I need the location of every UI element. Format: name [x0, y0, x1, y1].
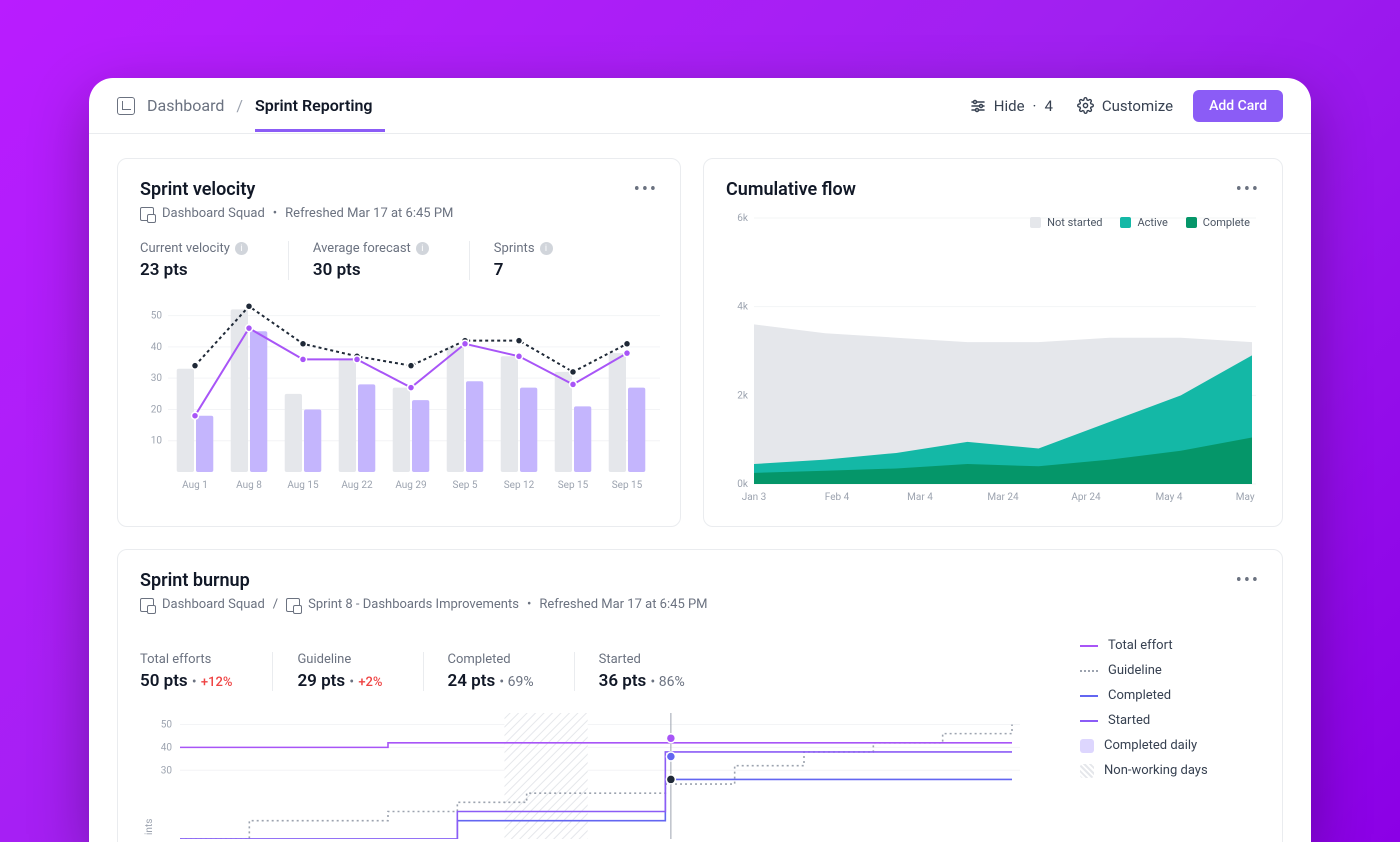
svg-text:Sep 15: Sep 15: [612, 480, 643, 491]
svg-text:Mar 24: Mar 24: [987, 492, 1019, 503]
sprint-icon: [286, 598, 300, 612]
team-icon: [140, 598, 154, 612]
svg-text:10: 10: [151, 436, 163, 447]
legend-complete: Complete: [1203, 216, 1250, 229]
velocity-more-button[interactable]: •••: [634, 179, 658, 200]
svg-text:Sep 12: Sep 12: [504, 480, 535, 491]
burnup-more-button[interactable]: •••: [1236, 570, 1260, 591]
svg-text:20: 20: [151, 404, 163, 415]
velocity-chart: 10 20 30 40 50 Aug 1 Aug 8 Aug 15 Aug 22 Aug 29 Se…: [140, 294, 660, 494]
customize-label: Customize: [1102, 97, 1173, 115]
stat-guideline-delta: +2%: [358, 675, 382, 690]
velocity-refreshed: Refreshed Mar 17 at 6:45 PM: [285, 206, 453, 221]
content-area: Sprint velocity Dashboard Squad • Refres…: [89, 134, 1311, 842]
breadcrumb-root[interactable]: Dashboard: [147, 96, 224, 115]
legend-total-effort: Total effort: [1108, 638, 1173, 653]
burnup-title: Sprint burnup: [140, 570, 708, 591]
sliders-icon: [970, 98, 986, 114]
cumflow-chart: 0k 2k 4k 6k Jan 3 Feb 4 Mar 4 Mar 24 Apr 24 May 4…: [726, 208, 1256, 506]
info-icon[interactable]: i: [416, 242, 429, 255]
legend-active: Active: [1137, 216, 1167, 229]
svg-text:40: 40: [151, 342, 163, 353]
legend-completed: Completed: [1108, 688, 1171, 703]
legend-completed-daily: Completed daily: [1104, 738, 1197, 753]
stat-total-label: Total efforts: [140, 652, 232, 667]
stat-sprints-value: 7: [494, 260, 553, 280]
svg-text:Aug 15: Aug 15: [287, 480, 319, 491]
stat-started-label: Started: [599, 652, 685, 667]
info-icon[interactable]: i: [235, 242, 248, 255]
svg-text:Aug 1: Aug 1: [182, 480, 208, 491]
hide-count: 4: [1044, 97, 1052, 115]
cumflow-card: Cumulative flow ••• Not started Active C…: [703, 158, 1283, 527]
app-window: Dashboard / Sprint Reporting Hide · 4 Cu…: [89, 78, 1311, 842]
legend-guideline: Guideline: [1108, 663, 1162, 678]
team-icon: [140, 207, 154, 221]
stat-started-value: 36 pts: [599, 671, 647, 691]
cumflow-legend: Not started Active Complete: [1030, 216, 1250, 229]
svg-text:Sep 15: Sep 15: [558, 480, 589, 491]
burnup-legend: Total effort Guideline Completed Started…: [1080, 632, 1260, 839]
legend-not-started: Not started: [1047, 216, 1102, 229]
svg-text:Apr 24: Apr 24: [1071, 492, 1101, 503]
svg-text:40: 40: [161, 742, 173, 753]
stat-started-pct: 86%: [659, 674, 685, 690]
svg-text:Mar 4: Mar 4: [907, 492, 933, 503]
gear-icon: [1077, 97, 1094, 114]
breadcrumb-separator: /: [236, 96, 243, 115]
stat-guideline-label: Guideline: [297, 652, 382, 667]
svg-text:May 4: May 4: [1156, 492, 1183, 503]
burnup-card: Sprint burnup Dashboard Squad / Sprint 8…: [117, 549, 1283, 842]
stat-forecast-label: Average forecast: [313, 241, 411, 256]
svg-text:Sep 5: Sep 5: [453, 480, 478, 491]
top-bar: Dashboard / Sprint Reporting Hide · 4 Cu…: [89, 78, 1311, 134]
stat-completed-label: Completed: [448, 652, 534, 667]
velocity-title: Sprint velocity: [140, 179, 453, 200]
svg-text:50: 50: [151, 311, 163, 322]
hide-label: Hide: [994, 97, 1025, 115]
svg-text:4k: 4k: [737, 302, 749, 313]
burnup-team: Dashboard Squad: [162, 597, 265, 612]
stat-completed-value: 24 pts: [448, 671, 496, 691]
svg-text:30: 30: [161, 765, 173, 776]
svg-text:0k: 0k: [737, 479, 749, 490]
stat-total-value: 50 pts: [140, 671, 188, 691]
dashboard-icon: [117, 97, 135, 115]
stat-guideline-value: 29 pts: [297, 671, 345, 691]
burnup-sprint: Sprint 8 - Dashboards Improvements: [308, 597, 519, 612]
velocity-team: Dashboard Squad: [162, 206, 265, 221]
customize-button[interactable]: Customize: [1077, 97, 1173, 115]
svg-text:2k: 2k: [737, 390, 749, 401]
stat-completed-pct: 69%: [508, 674, 534, 690]
stat-current-label: Current velocity: [140, 241, 230, 256]
svg-text:ints: ints: [144, 819, 155, 835]
svg-text:Aug 29: Aug 29: [395, 480, 426, 491]
add-card-button[interactable]: Add Card: [1193, 90, 1283, 122]
hide-button[interactable]: Hide · 4: [970, 97, 1053, 115]
svg-text:Aug 8: Aug 8: [236, 480, 262, 491]
svg-text:Aug 22: Aug 22: [341, 480, 373, 491]
svg-text:30: 30: [151, 373, 163, 384]
svg-text:6k: 6k: [737, 213, 749, 224]
cumflow-more-button[interactable]: •••: [1236, 179, 1260, 200]
svg-text:50: 50: [161, 719, 173, 730]
cumflow-title: Cumulative flow: [726, 179, 856, 200]
velocity-card: Sprint velocity Dashboard Squad • Refres…: [117, 158, 681, 527]
svg-text:Jan 3: Jan 3: [742, 492, 767, 503]
hide-dot: ·: [1033, 97, 1037, 115]
stat-sprints-label: Sprints: [494, 241, 535, 256]
svg-text:May 15: May 15: [1236, 492, 1256, 503]
breadcrumb: Dashboard / Sprint Reporting: [117, 96, 373, 115]
stat-total-delta: +12%: [201, 675, 233, 690]
stat-forecast-value: 30 pts: [313, 260, 429, 280]
svg-text:Feb 4: Feb 4: [825, 492, 850, 503]
info-icon[interactable]: i: [540, 242, 553, 255]
burnup-chart: 30 40 50 ints: [140, 709, 1020, 839]
burnup-refreshed: Refreshed Mar 17 at 6:45 PM: [539, 597, 707, 612]
stat-current-value: 23 pts: [140, 260, 248, 280]
legend-started: Started: [1108, 713, 1150, 728]
legend-non-working: Non-working days: [1104, 763, 1208, 778]
breadcrumb-current[interactable]: Sprint Reporting: [255, 96, 373, 115]
